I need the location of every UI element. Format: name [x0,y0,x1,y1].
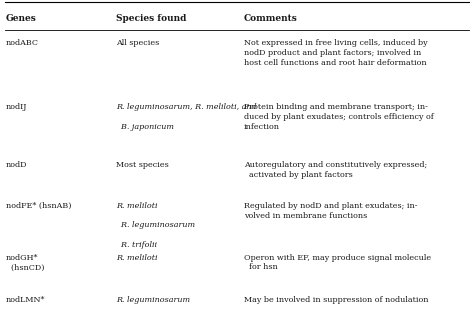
Text: R. leguminosarum: R. leguminosarum [116,296,190,304]
Text: Most species: Most species [116,161,169,169]
Text: Comments: Comments [244,14,298,23]
Text: nodLMN*: nodLMN* [6,296,45,304]
Text: Autoregulatory and constitutively expressed;
  activated by plant factors: Autoregulatory and constitutively expres… [244,161,428,179]
Text: R. meliloti: R. meliloti [116,202,158,210]
Text: R. leguminosarum, R. meliloti, and: R. leguminosarum, R. meliloti, and [116,103,257,111]
Text: Genes: Genes [6,14,36,23]
Text: nodGH*
  (hsnCD): nodGH* (hsnCD) [6,254,44,271]
Text: Protein binding and membrane transport; in-
duced by plant exudates; controls ef: Protein binding and membrane transport; … [244,103,434,131]
Text: Species found: Species found [116,14,186,23]
Text: Not expressed in free living cells, induced by
nodD product and plant factors; i: Not expressed in free living cells, indu… [244,39,428,67]
Text: Operon with EF, may produce signal molecule
  for hsn: Operon with EF, may produce signal molec… [244,254,431,271]
Text: R. trifolii: R. trifolii [116,241,157,249]
Text: nodIJ: nodIJ [6,103,27,111]
Text: May be involved in suppression of nodulation: May be involved in suppression of nodula… [244,296,428,304]
Text: nodFE* (hsnAB): nodFE* (hsnAB) [6,202,71,210]
Text: R. leguminosarum: R. leguminosarum [116,221,195,229]
Text: R. meliloti: R. meliloti [116,254,158,262]
Text: Regulated by nodD and plant exudates; in-
volved in membrane functions: Regulated by nodD and plant exudates; in… [244,202,418,220]
Text: B. japonicum: B. japonicum [116,123,174,131]
Text: nodD: nodD [6,161,27,169]
Text: nodABC: nodABC [6,39,39,47]
Text: All species: All species [116,39,159,47]
